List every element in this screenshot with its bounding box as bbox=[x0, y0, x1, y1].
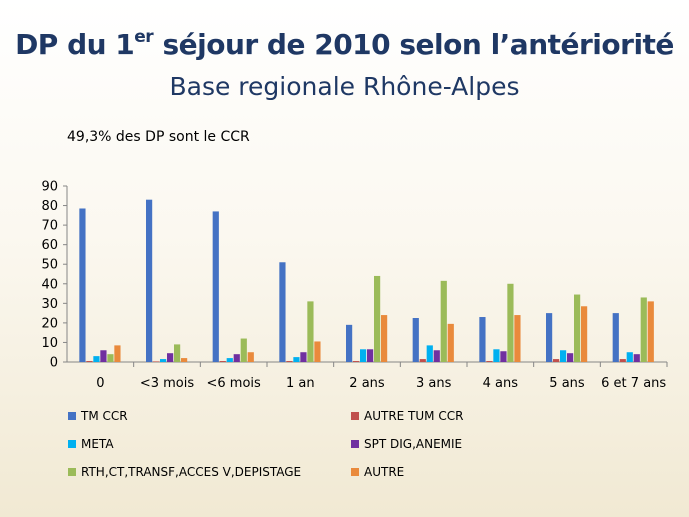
y-tick-label: 90 bbox=[41, 180, 58, 195]
bar bbox=[581, 306, 588, 362]
bar bbox=[300, 352, 307, 362]
bar bbox=[212, 211, 219, 362]
legend-label: META bbox=[81, 437, 114, 451]
bar bbox=[440, 280, 447, 362]
legend-label: AUTRE bbox=[364, 465, 404, 479]
x-tick-label: 0 bbox=[96, 376, 104, 391]
bar bbox=[567, 353, 574, 362]
bar bbox=[79, 208, 86, 362]
bar bbox=[574, 294, 581, 362]
y-tick-label: 0 bbox=[50, 356, 58, 371]
bar bbox=[360, 349, 367, 362]
y-tick-label: 10 bbox=[41, 336, 58, 351]
x-tick-label: 2 ans bbox=[349, 376, 385, 391]
bar bbox=[500, 351, 507, 362]
legend-label: AUTRE TUM CCR bbox=[364, 409, 463, 423]
bar bbox=[514, 315, 521, 362]
bar bbox=[447, 323, 454, 362]
bar bbox=[381, 315, 388, 362]
y-tick-label: 60 bbox=[41, 238, 58, 253]
bar bbox=[314, 341, 321, 362]
bar bbox=[479, 317, 486, 362]
chart-note: 49,3% des DP sont le CCR bbox=[67, 129, 250, 145]
bar bbox=[146, 199, 153, 362]
bar bbox=[346, 324, 353, 362]
x-tick-label: 3 ans bbox=[416, 376, 452, 391]
legend-swatch bbox=[351, 412, 359, 420]
bar bbox=[553, 359, 560, 362]
bar bbox=[507, 283, 514, 362]
bar bbox=[167, 353, 174, 362]
bar bbox=[233, 354, 240, 362]
legend-label: TM CCR bbox=[80, 409, 128, 423]
y-tick-label: 50 bbox=[41, 258, 58, 273]
y-tick-label: 70 bbox=[41, 219, 58, 234]
bar bbox=[286, 361, 293, 362]
bar bbox=[374, 275, 381, 362]
bar bbox=[226, 358, 233, 362]
legend-swatch bbox=[68, 440, 76, 448]
x-tick-label: 6 et 7 ans bbox=[601, 376, 666, 391]
bar bbox=[107, 354, 114, 362]
bar bbox=[86, 361, 93, 362]
bar bbox=[353, 361, 360, 362]
y-tick-label: 20 bbox=[41, 316, 58, 331]
title-main: DP du 1 bbox=[15, 28, 135, 61]
bar bbox=[619, 359, 626, 362]
bar bbox=[546, 313, 553, 362]
legend-swatch bbox=[68, 468, 76, 476]
bar bbox=[419, 359, 426, 362]
y-tick-label: 80 bbox=[41, 199, 58, 214]
bar bbox=[307, 301, 314, 362]
bar bbox=[181, 358, 188, 362]
bar bbox=[160, 359, 167, 362]
bar bbox=[433, 350, 440, 362]
bar bbox=[367, 349, 374, 362]
bar bbox=[93, 356, 100, 362]
bar bbox=[647, 301, 654, 362]
x-tick-label: 1 an bbox=[286, 376, 315, 391]
legend-swatch bbox=[68, 412, 76, 420]
x-tick-label: 5 ans bbox=[549, 376, 585, 391]
bar bbox=[293, 357, 300, 362]
legend-label: SPT DIG,ANEMIE bbox=[364, 437, 462, 451]
bar bbox=[486, 361, 493, 362]
bar bbox=[612, 313, 619, 362]
bar bbox=[426, 345, 433, 362]
bar bbox=[412, 318, 419, 362]
bar bbox=[626, 352, 633, 362]
y-tick-label: 30 bbox=[41, 297, 58, 312]
bar bbox=[633, 354, 640, 362]
x-tick-label: <3 mois bbox=[140, 376, 195, 391]
x-tick-label: 4 ans bbox=[483, 376, 519, 391]
bar bbox=[174, 344, 181, 362]
page-title: DP du 1er séjour de 2010 selon l’antério… bbox=[0, 26, 689, 61]
x-tick-label: <6 mois bbox=[207, 376, 262, 391]
title-superscript: er bbox=[134, 26, 154, 47]
legend-label: RTH,CT,TRANSF,ACCES V,DEPISTAGE bbox=[81, 465, 301, 479]
bar bbox=[100, 350, 107, 362]
bar bbox=[240, 338, 247, 362]
legend-swatch bbox=[351, 468, 359, 476]
bar bbox=[560, 350, 567, 362]
bar bbox=[114, 345, 121, 362]
title-rest: séjour de 2010 selon l’antériorité bbox=[153, 28, 674, 61]
bar bbox=[493, 349, 500, 362]
bar bbox=[279, 262, 286, 362]
bar bbox=[153, 361, 160, 362]
legend-swatch bbox=[351, 440, 359, 448]
y-tick-label: 40 bbox=[41, 277, 58, 292]
page-subtitle: Base regionale Rhône-Alpes bbox=[169, 72, 520, 101]
bar bbox=[219, 361, 226, 362]
bar bbox=[247, 352, 254, 362]
bar bbox=[640, 297, 647, 362]
